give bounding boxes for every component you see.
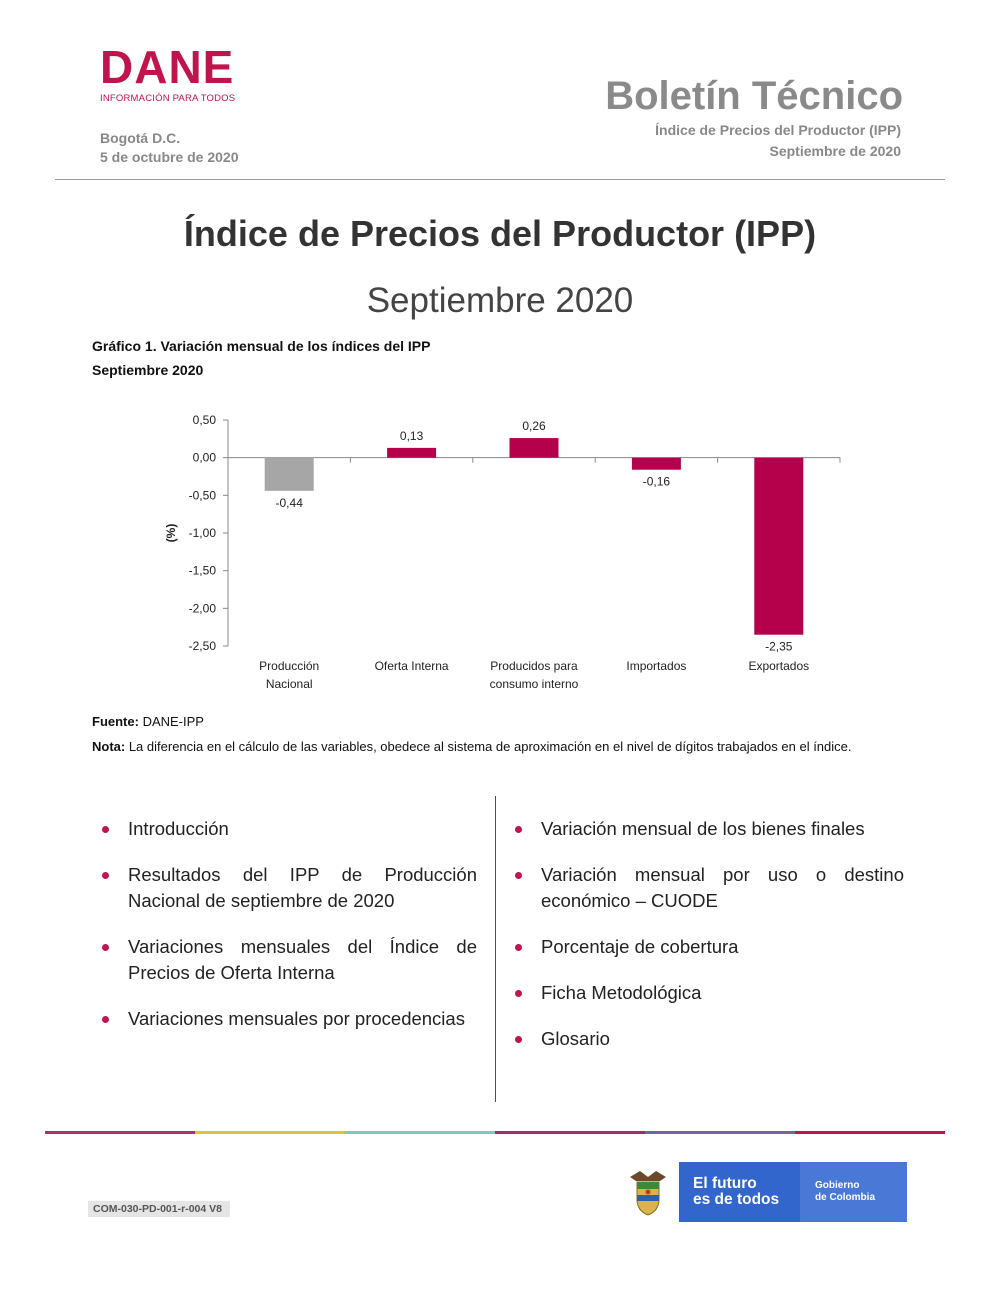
bar-chart: 0,50 0,00 -0,50 -1,00 -1,50 -2,00 -2,50 (%) -0,4… bbox=[164, 413, 841, 691]
list-item: Variaciones mensuales por procedencias bbox=[93, 1006, 477, 1032]
data-label: -2,35 bbox=[765, 640, 793, 654]
source-text: DANE-IPP bbox=[138, 714, 204, 729]
list-item: Glosario bbox=[506, 1026, 904, 1052]
bar bbox=[264, 457, 314, 491]
list-item: Variación mensual de los bienes finales bbox=[506, 816, 904, 842]
note-text: La diferencia en el cálculo de las varia… bbox=[125, 739, 852, 754]
data-label: -0,44 bbox=[276, 496, 304, 510]
page-subtitle: Septiembre 2020 bbox=[366, 281, 634, 320]
chart-caption-period: Septiembre 2020 bbox=[92, 362, 204, 378]
government-name: Gobierno de Colombia bbox=[800, 1162, 907, 1222]
y-tick-label: -2,00 bbox=[189, 601, 217, 615]
list-item: Introducción bbox=[93, 816, 477, 842]
list-item: Resultados del IPP de Producción Naciona… bbox=[93, 862, 477, 914]
stripe-segment bbox=[345, 1131, 495, 1134]
document-code: COM-030-PD-001-r-004 V8 bbox=[88, 1201, 230, 1217]
stripe-segment bbox=[495, 1131, 645, 1134]
stripe-segment bbox=[645, 1131, 795, 1134]
chart-source: Fuente: DANE-IPP bbox=[92, 714, 204, 729]
contents-list-left: Introducción Resultados del IPP de Produ… bbox=[93, 816, 477, 1052]
list-item: Variaciones mensuales del Índice de Prec… bbox=[93, 934, 477, 986]
bulletin-period: Septiembre de 2020 bbox=[769, 143, 901, 159]
slogan-line1: El futuro bbox=[693, 1175, 757, 1192]
bar bbox=[509, 438, 559, 458]
chart-note: Nota: La diferencia en el cálculo de las… bbox=[92, 736, 907, 757]
header-divider bbox=[55, 179, 945, 180]
footer-stripe bbox=[45, 1131, 945, 1134]
category-label: Producción bbox=[259, 659, 319, 673]
source-label: Fuente: bbox=[92, 714, 139, 729]
government-banner: El futuro es de todos Gobierno de Colomb… bbox=[617, 1162, 907, 1222]
bar bbox=[754, 457, 804, 635]
list-item: Porcentaje de cobertura bbox=[506, 934, 904, 960]
category-label: Importados bbox=[626, 659, 686, 673]
category-label: consumo interno bbox=[490, 677, 579, 691]
slogan-line2: es de todos bbox=[693, 1191, 780, 1208]
y-tick-label: 0,00 bbox=[193, 451, 217, 465]
bulletin-subtitle: Índice de Precios del Productor (IPP) bbox=[655, 122, 901, 138]
data-label: -0,16 bbox=[643, 475, 671, 489]
y-tick-label: -1,50 bbox=[189, 564, 217, 578]
slogan: El futuro es de todos bbox=[679, 1162, 800, 1222]
city: Bogotá D.C. bbox=[100, 130, 181, 146]
dane-logo-subtitle: INFORMACIÓN PARA TODOS bbox=[100, 93, 236, 104]
y-tick-label: -1,00 bbox=[189, 526, 217, 540]
list-item: Variación mensual por uso o destino econ… bbox=[506, 862, 904, 914]
y-axis-label: (%) bbox=[164, 524, 178, 543]
data-label: 0,26 bbox=[522, 419, 546, 433]
category-label: Exportados bbox=[748, 659, 809, 673]
note-label: Nota: bbox=[92, 739, 126, 754]
bar bbox=[631, 457, 681, 470]
column-divider bbox=[495, 796, 496, 1102]
list-item: Ficha Metodológica bbox=[506, 980, 904, 1006]
category-label: Oferta Interna bbox=[375, 659, 449, 673]
contents-list-right: Variación mensual de los bienes finales … bbox=[506, 816, 904, 1072]
y-tick-label: -2,50 bbox=[189, 639, 217, 653]
y-tick-label: 0,50 bbox=[193, 413, 217, 427]
y-tick-label: -0,50 bbox=[189, 488, 217, 502]
data-label: 0,13 bbox=[400, 429, 424, 443]
government-line2: de Colombia bbox=[815, 1192, 876, 1203]
bar bbox=[387, 447, 437, 458]
chart-caption: Gráfico 1. Variación mensual de los índi… bbox=[92, 338, 431, 354]
stripe-segment bbox=[195, 1131, 345, 1134]
government-line1: Gobierno bbox=[815, 1180, 860, 1191]
stripe-segment bbox=[795, 1131, 945, 1134]
page-title: Índice de Precios del Productor (IPP) bbox=[183, 213, 817, 254]
publication-date: 5 de octubre de 2020 bbox=[100, 149, 239, 165]
coat-of-arms-icon bbox=[617, 1162, 679, 1222]
bulletin-title: Boletín Técnico bbox=[605, 74, 903, 118]
category-label: Producidos para bbox=[490, 659, 578, 673]
stripe-segment bbox=[45, 1131, 195, 1134]
dane-logo: DANE bbox=[100, 41, 235, 93]
category-label: Nacional bbox=[266, 677, 313, 691]
